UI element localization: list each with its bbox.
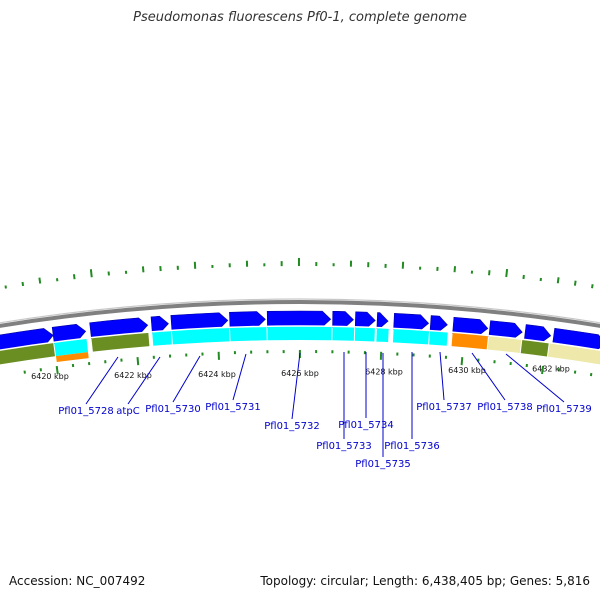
gc-tick	[89, 269, 93, 278]
cog-segment	[429, 330, 448, 346]
scale-tick	[55, 365, 59, 375]
gene-label-leader	[232, 353, 247, 401]
gene-label-leader	[471, 352, 506, 401]
gene-label[interactable]: Pfl01_5737	[416, 402, 472, 413]
gene-label-leader	[505, 353, 565, 403]
gc-tick	[591, 284, 594, 289]
genome-backbone	[0, 298, 600, 328]
gene-label-leader	[127, 356, 161, 405]
gene-arrow	[354, 311, 376, 329]
cog-segment	[152, 330, 172, 346]
gene-label[interactable]: Pfl01_5736	[384, 441, 440, 452]
cog-segment	[229, 326, 267, 342]
backbone-ring	[0, 300, 600, 328]
gene-labels: Pfl01_5728 atpC Pfl01_5730 Pfl01_5731Pfl01_…	[58, 351, 592, 470]
cog-segment	[520, 339, 549, 357]
scale-tick-label: 6428 kbp	[365, 367, 403, 376]
cog-segment	[0, 342, 55, 365]
scale-tick-label: 6420 kbp	[31, 372, 69, 381]
cog-track	[0, 325, 600, 365]
scale-tick	[136, 357, 140, 366]
scale-tick	[541, 365, 545, 375]
gc-tick	[505, 268, 509, 278]
scale-tick-label: 6424 kbp	[198, 370, 236, 379]
gc-tick	[573, 280, 577, 286]
scale-tick-label: 6426 kbp	[281, 369, 319, 378]
gene-arrow	[376, 312, 389, 329]
cog-segment	[55, 352, 89, 363]
cog-segment	[487, 335, 522, 354]
gene-label[interactable]: Pfl01_5735	[355, 459, 411, 470]
gene-label[interactable]: atpC	[116, 406, 139, 417]
scale-tick-label: 6422 kbp	[114, 371, 152, 380]
track-separator	[0, 325, 600, 351]
scale-tick-label: 6432 kbp	[532, 364, 570, 373]
gene-arrow	[266, 310, 332, 328]
gene-label[interactable]: Pfl01_5738	[477, 402, 533, 413]
gc-tick	[72, 274, 76, 280]
map-title: Pseudomonas fluorescens Pf0-1, complete …	[133, 10, 467, 25]
gene-label[interactable]: Pfl01_5732	[264, 421, 320, 432]
gc-tick	[38, 277, 42, 284]
accession-text: Accession: NC_007492	[9, 574, 146, 588]
cog-segment	[54, 338, 89, 357]
gene-label[interactable]: Pfl01_5734	[338, 420, 394, 431]
gene-label-leader	[85, 356, 119, 405]
scale-tick-label: 6430 kbp	[448, 366, 486, 375]
gene-label[interactable]: Pfl01_5733	[316, 441, 372, 452]
gc-tick	[21, 281, 25, 287]
cog-segment	[171, 327, 230, 345]
cog-segment	[354, 326, 375, 342]
cog-segment	[451, 332, 489, 350]
gene-label-leader	[172, 355, 201, 403]
scale-ruler: 6420 kbp 6422 kbp 6424 kbp 6426 kbp 6428 kbp…	[23, 349, 593, 381]
cog-segment	[392, 328, 430, 345]
gene-label[interactable]: Pfl01_5730	[145, 404, 201, 415]
gene-label[interactable]: Pfl01_5728	[58, 406, 114, 417]
gene-label[interactable]: Pfl01_5739	[536, 404, 592, 415]
backbone-highlight	[0, 298, 600, 324]
gene-label[interactable]: Pfl01_5731	[205, 402, 261, 413]
cog-segment	[267, 325, 332, 341]
gene-label-leader	[439, 351, 445, 401]
gene-arrow	[332, 310, 354, 328]
cog-segment	[332, 326, 355, 341]
gc-tick	[556, 277, 560, 284]
gc-content-track	[4, 257, 594, 289]
cog-segment	[376, 327, 389, 343]
genome-summary: Topology: circular; Length: 6,438,405 bp…	[260, 574, 590, 588]
cog-segment	[91, 332, 150, 352]
scale-tick	[460, 357, 464, 366]
gene-arrow	[429, 315, 448, 333]
gene-label-leader	[291, 352, 301, 420]
